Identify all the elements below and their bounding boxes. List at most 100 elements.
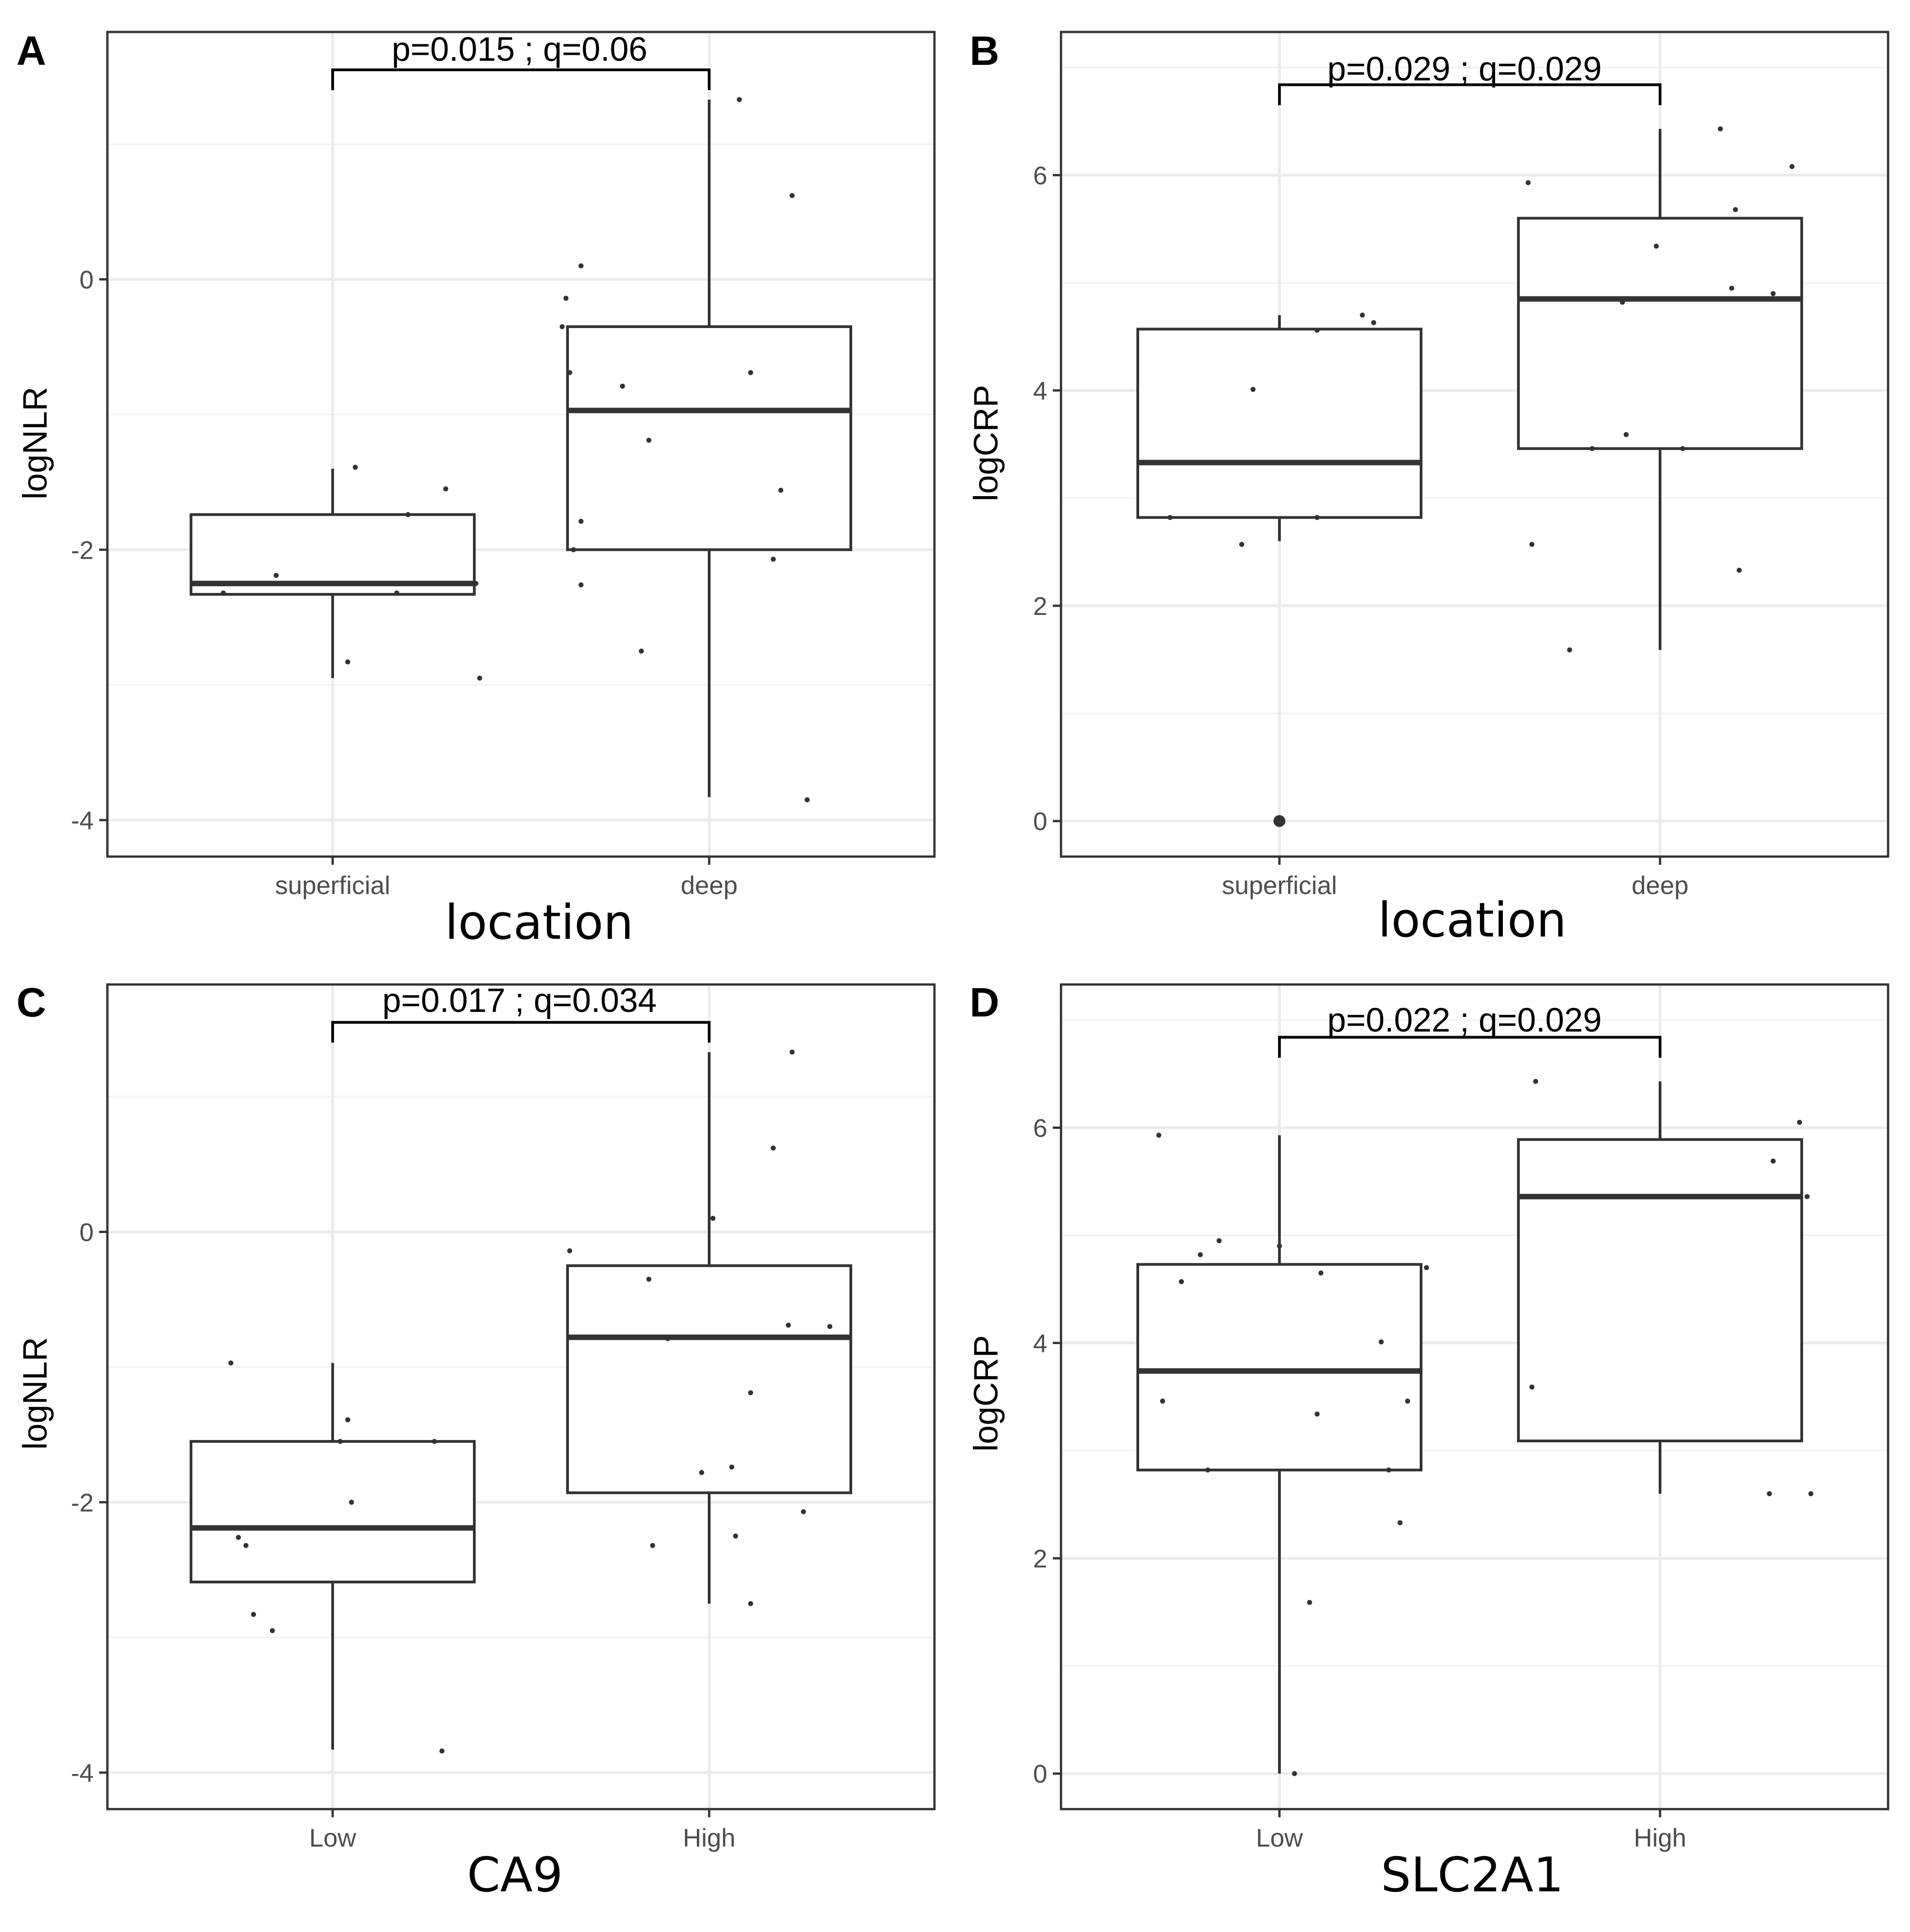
significance-label: p=0.015 ; q=0.06	[392, 30, 647, 68]
x-tick-label: superficial	[1222, 871, 1337, 900]
x-tick-label: superficial	[275, 871, 390, 900]
box	[566, 325, 852, 551]
data-point	[432, 1439, 437, 1444]
data-point	[1239, 542, 1244, 547]
y-tick-label: 4	[1033, 376, 1047, 405]
data-point	[578, 582, 584, 588]
y-tick-label: 6	[1033, 1113, 1047, 1142]
box	[1517, 217, 1803, 450]
significance-label: p=0.017 ; q=0.034	[382, 981, 657, 1019]
box	[1136, 1263, 1422, 1471]
data-point	[578, 263, 584, 269]
data-point	[827, 1324, 833, 1329]
data-point	[646, 438, 652, 443]
box	[1136, 328, 1422, 519]
y-axis-title: logNLR	[16, 387, 54, 500]
data-point	[1292, 1771, 1297, 1776]
data-point	[778, 487, 784, 493]
panel-label: B	[970, 28, 999, 74]
data-point	[1371, 320, 1376, 325]
y-tick-label: -2	[71, 535, 94, 564]
data-point	[443, 486, 448, 492]
significance-bracket	[1278, 1036, 1661, 1058]
data-point	[353, 465, 358, 470]
significance-label: p=0.029 ; q=0.029	[1327, 50, 1602, 88]
x-axis-title: SLC2A1	[1381, 1847, 1564, 1903]
data-point	[1767, 1491, 1772, 1497]
panel-d: 0 2 4 6 Low High D p=0.022 ; q=0.029 SLC2A1 l…	[967, 980, 1889, 1903]
data-point	[571, 547, 576, 552]
data-point	[567, 370, 573, 376]
data-point	[665, 1336, 670, 1341]
data-point	[1567, 647, 1572, 653]
box	[190, 1440, 476, 1583]
box	[1517, 1138, 1803, 1443]
data-point	[1771, 291, 1776, 296]
x-axis-title: location	[1378, 892, 1567, 948]
significance-bracket	[1278, 83, 1661, 106]
data-point	[270, 1628, 275, 1633]
data-point	[1789, 164, 1795, 169]
data-point	[620, 383, 625, 389]
data-point	[1315, 1411, 1320, 1417]
data-point	[1620, 299, 1625, 305]
data-point	[236, 1535, 241, 1540]
data-point	[1318, 1270, 1324, 1276]
data-point	[1654, 243, 1659, 249]
data-point	[812, 408, 817, 413]
panel-label: D	[970, 980, 999, 1026]
x-tick-label: High	[1634, 1823, 1686, 1852]
data-point	[1729, 286, 1735, 291]
data-point	[345, 1417, 350, 1423]
significance-label: p=0.022 ; q=0.029	[1327, 1001, 1602, 1039]
data-point	[1525, 180, 1531, 185]
panel-border	[1060, 31, 1889, 858]
data-point	[639, 648, 644, 654]
data-point	[785, 1323, 791, 1328]
box	[566, 1264, 852, 1494]
y-tick-label: 0	[1033, 1759, 1047, 1788]
data-point	[338, 1439, 343, 1444]
data-point	[699, 1470, 704, 1475]
data-point	[1424, 1265, 1429, 1270]
x-axis-title: location	[445, 895, 634, 950]
data-point	[646, 1276, 652, 1282]
y-tick-label: -4	[71, 806, 94, 835]
data-point	[790, 193, 795, 198]
y-axis-title: logNLR	[16, 1337, 54, 1450]
x-tick-label: Low	[1256, 1823, 1303, 1852]
data-point	[1771, 1158, 1776, 1164]
data-point	[221, 590, 226, 596]
data-point	[1529, 542, 1534, 547]
data-point	[1379, 1339, 1384, 1344]
data-point	[1808, 1491, 1814, 1497]
y-tick-label: 6	[1033, 161, 1047, 190]
panel-c: -4 -2 0 Low High C p=0.017 ; q=0.034 CA9 log…	[16, 980, 936, 1903]
data-point	[273, 573, 279, 578]
data-point	[790, 1049, 795, 1055]
panel-border	[106, 983, 936, 1810]
panel-label: A	[16, 28, 46, 74]
data-point	[1160, 1398, 1165, 1404]
data-point	[1250, 386, 1256, 392]
data-point	[1179, 1279, 1184, 1284]
y-axis-title: logCRP	[967, 385, 1005, 502]
outlier-point	[1273, 815, 1285, 827]
data-point	[650, 1543, 655, 1548]
data-point	[1315, 515, 1320, 520]
x-tick-label: High	[683, 1823, 735, 1852]
y-tick-label: 2	[1033, 592, 1047, 620]
x-tick-label: deep	[1632, 871, 1689, 900]
data-point	[748, 1601, 753, 1606]
significance-bracket	[331, 68, 711, 90]
data-point	[805, 797, 810, 803]
data-point	[1733, 207, 1738, 212]
data-point	[567, 1248, 573, 1254]
data-point	[1533, 1079, 1539, 1084]
data-point	[1680, 446, 1685, 451]
data-point	[228, 1360, 233, 1366]
x-axis-title: CA9	[467, 1847, 563, 1903]
data-point	[1205, 1467, 1210, 1473]
